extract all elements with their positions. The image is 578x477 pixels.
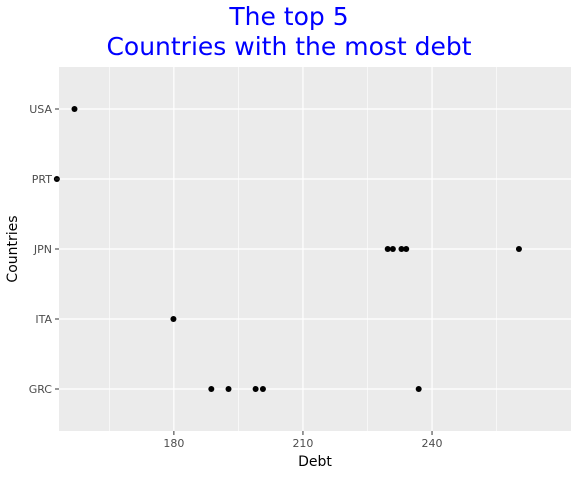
data-point [515, 246, 522, 252]
data-point [71, 106, 78, 112]
data-point [225, 386, 232, 392]
data-point [398, 246, 405, 252]
data-point [403, 246, 410, 252]
data-point [208, 386, 215, 392]
y-axis: GRC ITA JPN PRT USA [29, 103, 59, 396]
chart-title-line-2: Countries with the most debt [106, 32, 472, 61]
data-point [252, 386, 259, 392]
x-tick-label: 180 [163, 437, 184, 450]
chart-title: The top 5 Countries with the most debt [0, 2, 578, 62]
data-point [384, 246, 391, 252]
y-tick-label: GRC [29, 383, 53, 396]
x-axis: 180 210 240 [163, 431, 443, 450]
y-axis-title: Countries [5, 215, 21, 282]
x-tick-label: 240 [422, 437, 443, 450]
y-tick-label: USA [29, 103, 52, 116]
data-point [415, 386, 422, 392]
major-gridlines [59, 67, 571, 431]
data-point [170, 316, 177, 322]
data-point [389, 246, 396, 252]
x-tick-label: 210 [292, 437, 313, 450]
data-point [259, 386, 266, 392]
y-tick-label: PRT [32, 173, 52, 186]
chart-title-line-1: The top 5 [229, 2, 349, 31]
y-tick-label: ITA [35, 313, 52, 326]
y-tick-label: JPN [33, 243, 52, 256]
x-axis-title: Debt [298, 454, 332, 470]
